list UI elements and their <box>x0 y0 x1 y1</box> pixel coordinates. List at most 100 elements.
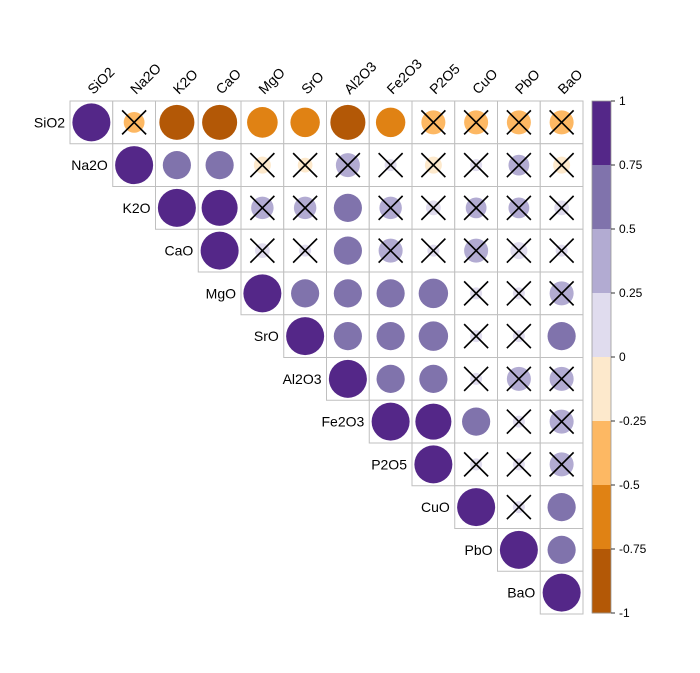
nonsig-cross-mark <box>549 366 575 392</box>
column-label: CaO <box>212 65 244 97</box>
colorbar-tick-label: -0.75 <box>619 542 647 556</box>
corr-circle-CaO-CaO <box>200 231 239 270</box>
nonsig-cross-mark <box>378 238 404 264</box>
nonsig-cross-mark <box>463 152 489 178</box>
colorbar-tick-label: -0.25 <box>619 414 647 428</box>
corr-circle-SrO-Al2O3 <box>333 322 362 351</box>
nonsig-cross-mark <box>420 238 446 264</box>
nonsig-cross-mark <box>549 451 575 477</box>
corr-circle-MgO-Fe2O3 <box>376 279 405 308</box>
nonsig-cross-mark <box>506 494 532 520</box>
colorbar-tick-label: 0.25 <box>619 286 643 300</box>
row-label: P2O5 <box>371 456 407 472</box>
colorbar-segment <box>592 165 611 230</box>
row-label: Al2O3 <box>283 371 322 387</box>
row-label: MgO <box>206 285 236 301</box>
nonsig-cross-mark <box>463 195 489 221</box>
colorbar-tick-label: -1 <box>619 606 630 620</box>
colorbar: 1 0.75 0.5 0.25 0 -0.25 -0.5 -0.75 -1 <box>591 94 647 620</box>
corr-circle-MgO-Al2O3 <box>333 279 362 308</box>
corr-circle-MgO-SrO <box>291 279 320 308</box>
colorbar-tick-label: 0.75 <box>619 158 643 172</box>
corr-circle-Al2O3-Fe2O3 <box>376 364 405 393</box>
corr-circle-CuO-CuO <box>457 488 496 527</box>
nonsig-cross-mark <box>292 238 318 264</box>
row-label: SrO <box>254 328 279 344</box>
nonsig-cross-mark <box>506 451 532 477</box>
corr-circle-SrO-BaO <box>547 322 576 351</box>
row-label: SiO2 <box>34 114 65 130</box>
nonsig-cross-mark <box>506 366 532 392</box>
colorbar-segment <box>592 421 611 486</box>
nonsig-cross-mark <box>335 152 361 178</box>
nonsig-cross-mark <box>249 152 275 178</box>
corr-circle-K2O-Al2O3 <box>333 193 362 222</box>
corr-circle-Na2O-Na2O <box>115 146 154 185</box>
nonsig-cross-mark <box>292 152 318 178</box>
corr-circle-SiO2-SrO <box>290 107 320 138</box>
nonsig-cross-mark <box>549 280 575 306</box>
nonsig-cross-mark <box>249 195 275 221</box>
cross-layer <box>121 109 575 520</box>
nonsig-cross-mark <box>463 451 489 477</box>
colorbar-segment <box>592 229 611 294</box>
grid-cell <box>411 228 456 273</box>
column-label: SrO <box>298 68 327 97</box>
row-label: Na2O <box>71 157 108 173</box>
colorbar-tick-label: 0 <box>619 350 626 364</box>
nonsig-cross-mark <box>549 195 575 221</box>
corr-circle-SiO2-SiO2 <box>72 103 111 142</box>
colorbar-segment <box>592 357 611 422</box>
nonsig-cross-mark <box>420 109 446 135</box>
column-label: Fe2O3 <box>383 55 425 97</box>
grid-cell <box>155 143 199 187</box>
corr-circle-Al2O3-P2O5 <box>419 364 448 393</box>
nonsig-cross-mark <box>506 195 532 221</box>
corr-circle-SiO2-CaO <box>202 104 238 140</box>
nonsig-cross-mark <box>463 366 489 392</box>
nonsig-cross-mark <box>506 238 532 264</box>
nonsig-cross-mark <box>549 109 575 135</box>
column-label: BaO <box>554 66 585 97</box>
colorbar-segment <box>592 293 611 358</box>
nonsig-cross-mark <box>420 195 446 221</box>
column-label: Na2O <box>127 60 164 97</box>
nonsig-cross-mark <box>121 109 147 135</box>
corr-circle-MgO-MgO <box>243 274 282 313</box>
column-label: CuO <box>469 65 501 97</box>
colorbar-tick-label: 0.5 <box>619 222 636 236</box>
corr-circle-K2O-CaO <box>201 189 238 226</box>
row-label: CaO <box>165 243 194 259</box>
corr-circle-P2O5-P2O5 <box>414 445 453 484</box>
nonsig-cross-mark <box>549 238 575 264</box>
nonsig-cross-mark <box>378 152 404 178</box>
corr-circle-SiO2-Al2O3 <box>330 104 366 140</box>
column-label: PbO <box>512 66 543 97</box>
column-label: P2O5 <box>426 60 463 97</box>
column-label: SiO2 <box>84 64 117 97</box>
nonsig-cross-mark <box>549 409 575 435</box>
corr-circle-CaO-Al2O3 <box>333 236 362 265</box>
nonsig-cross-mark <box>378 195 404 221</box>
row-label: BaO <box>507 585 535 601</box>
nonsig-cross-mark <box>506 280 532 306</box>
column-label: Al2O3 <box>341 58 380 97</box>
row-label: Fe2O3 <box>321 414 364 430</box>
corr-circle-SrO-P2O5 <box>418 321 449 351</box>
corr-circle-Na2O-K2O <box>162 151 191 180</box>
row-label: PbO <box>464 542 492 558</box>
corr-circle-SiO2-Fe2O3 <box>375 107 406 138</box>
colorbar-tick-label: 1 <box>619 94 626 108</box>
grid-cell <box>497 143 541 187</box>
nonsig-cross-mark <box>506 109 532 135</box>
nonsig-cross-mark <box>463 109 489 135</box>
nonsig-cross-mark <box>463 280 489 306</box>
column-label: K2O <box>170 66 201 97</box>
corr-circle-BaO-BaO <box>542 573 581 612</box>
nonsig-cross-mark <box>292 195 318 221</box>
row-label: K2O <box>122 200 150 216</box>
colorbar-segment <box>592 549 611 614</box>
corr-circle-Fe2O3-P2O5 <box>415 403 452 440</box>
corr-circle-SrO-SrO <box>286 317 325 356</box>
